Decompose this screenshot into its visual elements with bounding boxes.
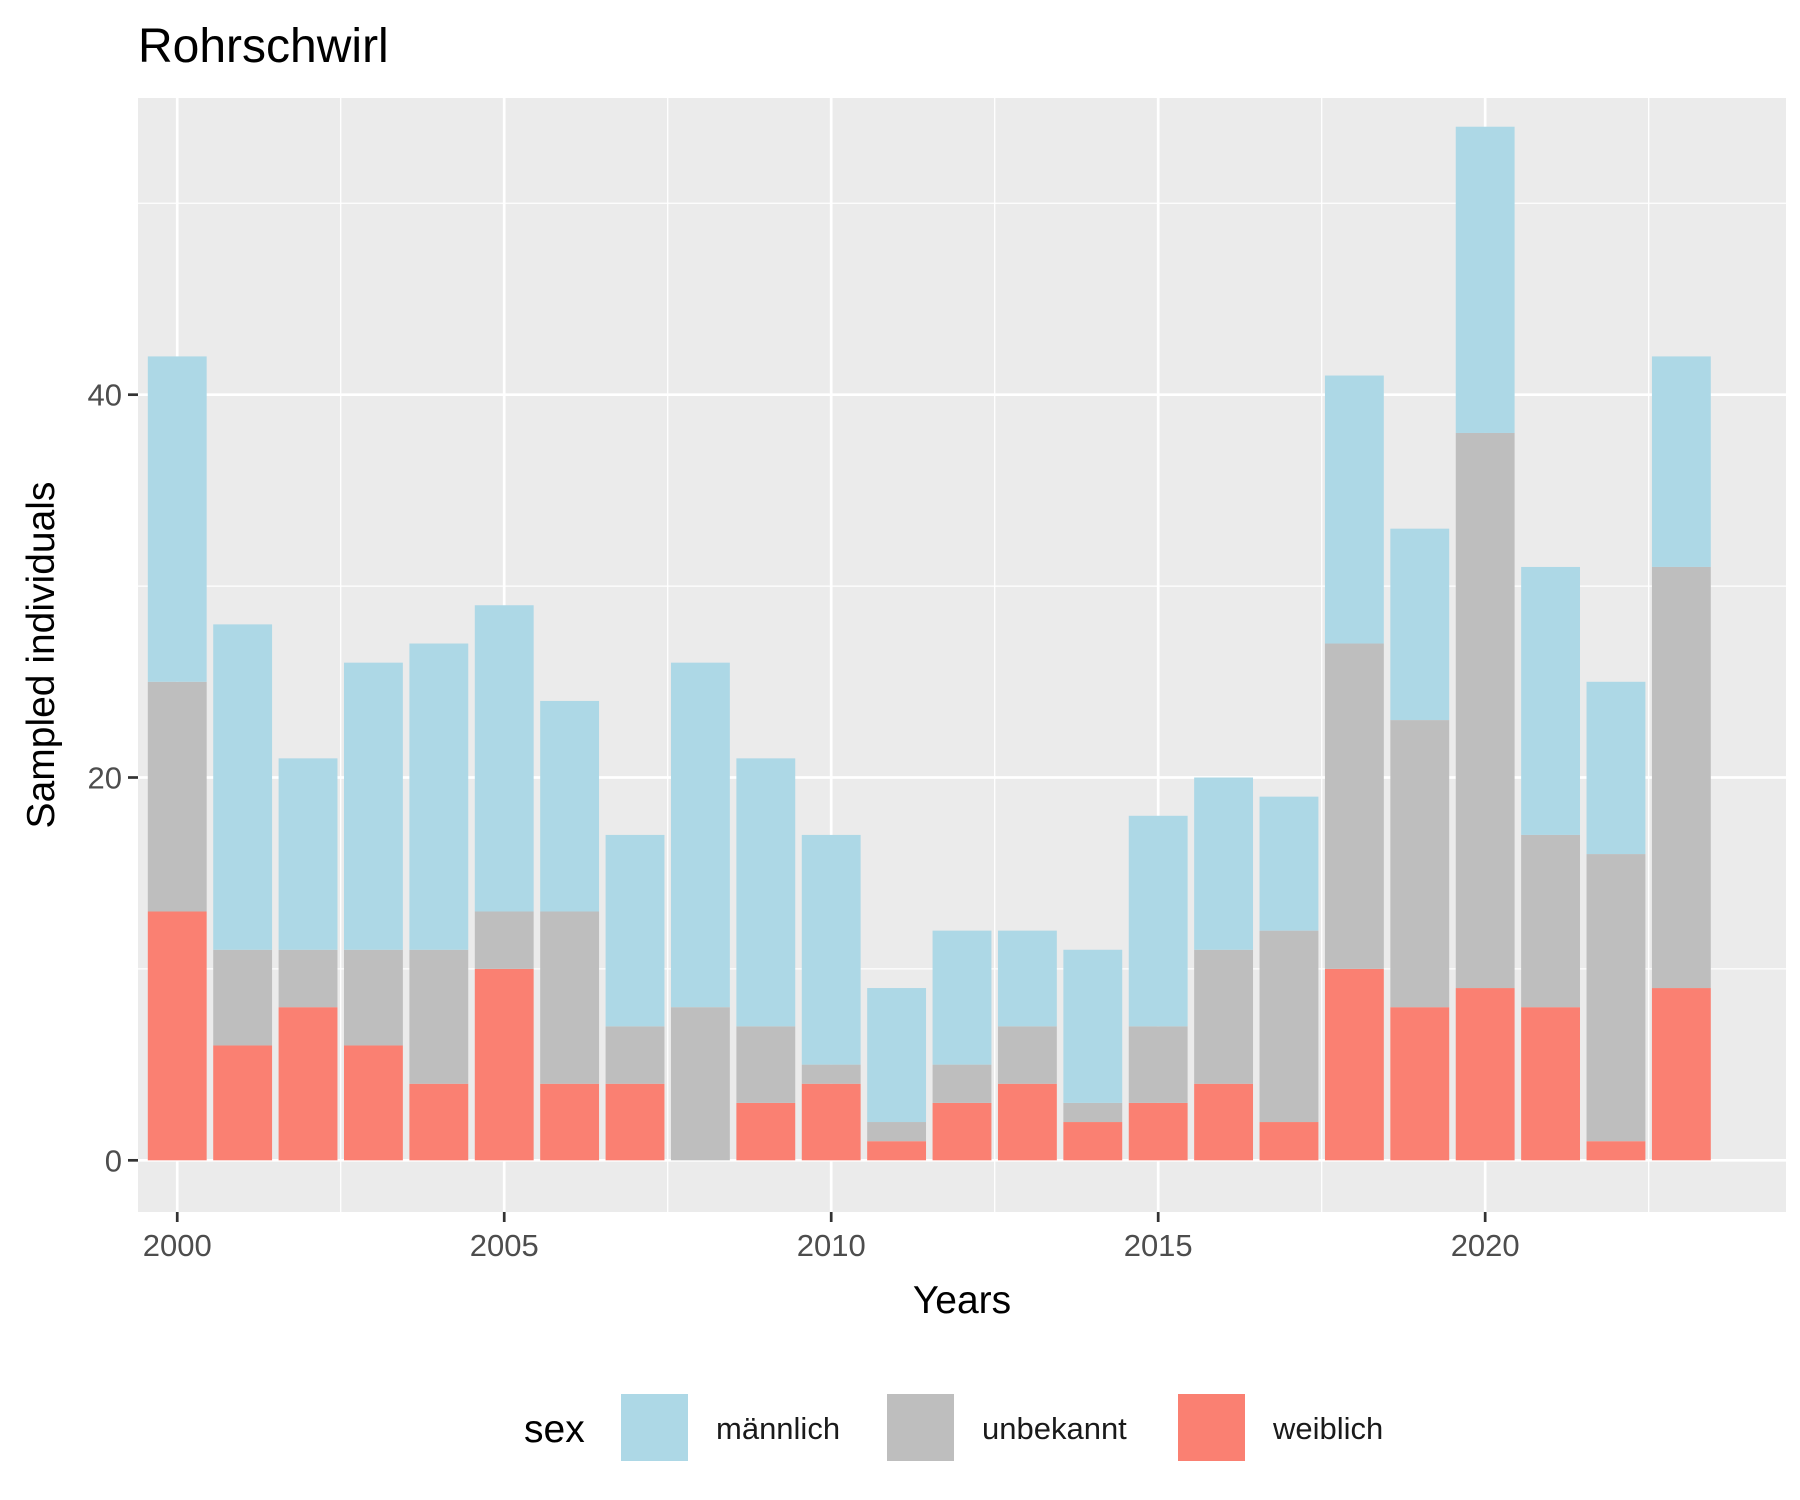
bar-2001-männlich — [213, 624, 273, 950]
bar-2002-männlich — [278, 758, 338, 950]
bar-2014-männlich — [1063, 949, 1123, 1103]
bar-2023-weiblich — [1651, 988, 1711, 1161]
bar-2023-unbekannt — [1651, 566, 1711, 989]
bar-2004-weiblich — [409, 1083, 469, 1161]
bar-2006-unbekannt — [540, 911, 600, 1084]
bar-2009-männlich — [736, 758, 796, 1027]
y-axis: 0 20 40 — [88, 378, 138, 1178]
bar-2006-männlich — [540, 700, 600, 912]
legend-key-männlich — [619, 1392, 690, 1463]
bar-2018-unbekannt — [1324, 643, 1384, 969]
bar-2009-unbekannt — [736, 1026, 796, 1103]
bar-2007-unbekannt — [605, 1026, 665, 1084]
bar-2010-unbekannt — [801, 1064, 861, 1084]
legend-title: sex — [524, 1408, 585, 1451]
bar-2014-unbekannt — [1063, 1102, 1123, 1123]
bar-2002-weiblich — [278, 1007, 338, 1161]
x-tick-label: 2000 — [143, 1228, 212, 1263]
bar-2004-unbekannt — [409, 949, 469, 1084]
bar-2007-männlich — [605, 834, 665, 1027]
y-tick-label: 40 — [88, 378, 122, 413]
bar-2016-männlich — [1194, 777, 1254, 950]
legend-key-weiblich — [1176, 1392, 1247, 1463]
bar-2023-männlich — [1651, 356, 1711, 567]
bar-2006-weiblich — [540, 1083, 600, 1161]
bar-2021-weiblich — [1521, 1007, 1580, 1161]
bar-2003-weiblich — [344, 1045, 403, 1161]
bar-2011-männlich — [867, 988, 927, 1123]
bar-2000-weiblich — [147, 911, 207, 1161]
x-axis: 2000 2005 2010 2015 2020 — [143, 1212, 1520, 1263]
bar-2012-männlich — [932, 930, 992, 1065]
bar-2012-weiblich — [932, 1102, 992, 1161]
bar-2004-männlich — [409, 643, 469, 950]
bar-2009-weiblich — [736, 1102, 796, 1161]
bar-2020-unbekannt — [1455, 432, 1515, 989]
bar-2005-weiblich — [474, 968, 534, 1161]
bar-2013-männlich — [997, 930, 1057, 1027]
bar-2012-unbekannt — [932, 1064, 992, 1103]
bar-2019-männlich — [1390, 528, 1450, 721]
bar-2016-unbekannt — [1194, 949, 1254, 1084]
bar-2018-männlich — [1324, 375, 1384, 644]
y-tick-label: 0 — [105, 1143, 122, 1178]
bar-2010-männlich — [801, 834, 861, 1065]
x-tick-label: 2020 — [1451, 1228, 1520, 1263]
bar-2011-weiblich — [867, 1141, 927, 1161]
bar-2017-weiblich — [1259, 1122, 1319, 1161]
bar-2015-weiblich — [1128, 1102, 1188, 1161]
bar-2001-weiblich — [213, 1045, 273, 1161]
bars — [147, 126, 1711, 1161]
y-axis-title: Sampled individuals — [20, 482, 63, 829]
bar-2017-unbekannt — [1259, 930, 1319, 1123]
legend-label-männlich: männlich — [716, 1411, 840, 1446]
bar-2020-männlich — [1455, 126, 1515, 433]
y-tick-label: 20 — [88, 761, 122, 796]
bar-2021-unbekannt — [1521, 834, 1580, 1008]
bar-2002-unbekannt — [278, 949, 338, 1008]
bar-2022-unbekannt — [1586, 854, 1646, 1142]
chart-title: Rohrschwirl — [138, 20, 389, 73]
bar-2022-männlich — [1586, 681, 1646, 855]
bar-2019-unbekannt — [1390, 720, 1450, 1008]
x-tick-label: 2010 — [797, 1228, 866, 1263]
x-tick-label: 2005 — [470, 1228, 539, 1263]
bar-2001-unbekannt — [213, 949, 273, 1046]
bar-2015-unbekannt — [1128, 1026, 1188, 1103]
legend-label-weiblich: weiblich — [1272, 1411, 1383, 1446]
bar-2015-männlich — [1128, 815, 1188, 1027]
bar-2005-unbekannt — [474, 911, 534, 969]
bar-2019-weiblich — [1390, 1007, 1450, 1161]
bar-2020-weiblich — [1455, 988, 1515, 1161]
bar-2021-männlich — [1521, 566, 1580, 835]
legend-label-unbekannt: unbekannt — [982, 1411, 1127, 1446]
bar-2014-weiblich — [1063, 1122, 1123, 1161]
bar-2018-weiblich — [1324, 968, 1384, 1161]
bar-2013-unbekannt — [997, 1026, 1057, 1084]
legend: sex männlich unbekannt weiblich — [524, 1392, 1383, 1463]
bar-2008-unbekannt — [670, 1007, 730, 1161]
bar-2005-männlich — [474, 605, 534, 912]
x-tick-label: 2015 — [1124, 1228, 1193, 1263]
bar-2011-unbekannt — [867, 1122, 927, 1142]
bar-2013-weiblich — [997, 1083, 1057, 1161]
bar-2007-weiblich — [605, 1083, 665, 1161]
bar-2000-männlich — [147, 356, 207, 682]
bar-2017-männlich — [1259, 796, 1319, 931]
bar-2022-weiblich — [1586, 1141, 1646, 1161]
bar-2010-weiblich — [801, 1083, 861, 1161]
bar-2008-männlich — [670, 662, 730, 1008]
bar-2000-unbekannt — [147, 681, 207, 912]
bar-2003-unbekannt — [344, 949, 403, 1046]
legend-key-unbekannt — [885, 1392, 956, 1463]
bar-2003-männlich — [344, 662, 403, 950]
bar-2016-weiblich — [1194, 1083, 1254, 1161]
x-axis-title: Years — [913, 1279, 1011, 1322]
